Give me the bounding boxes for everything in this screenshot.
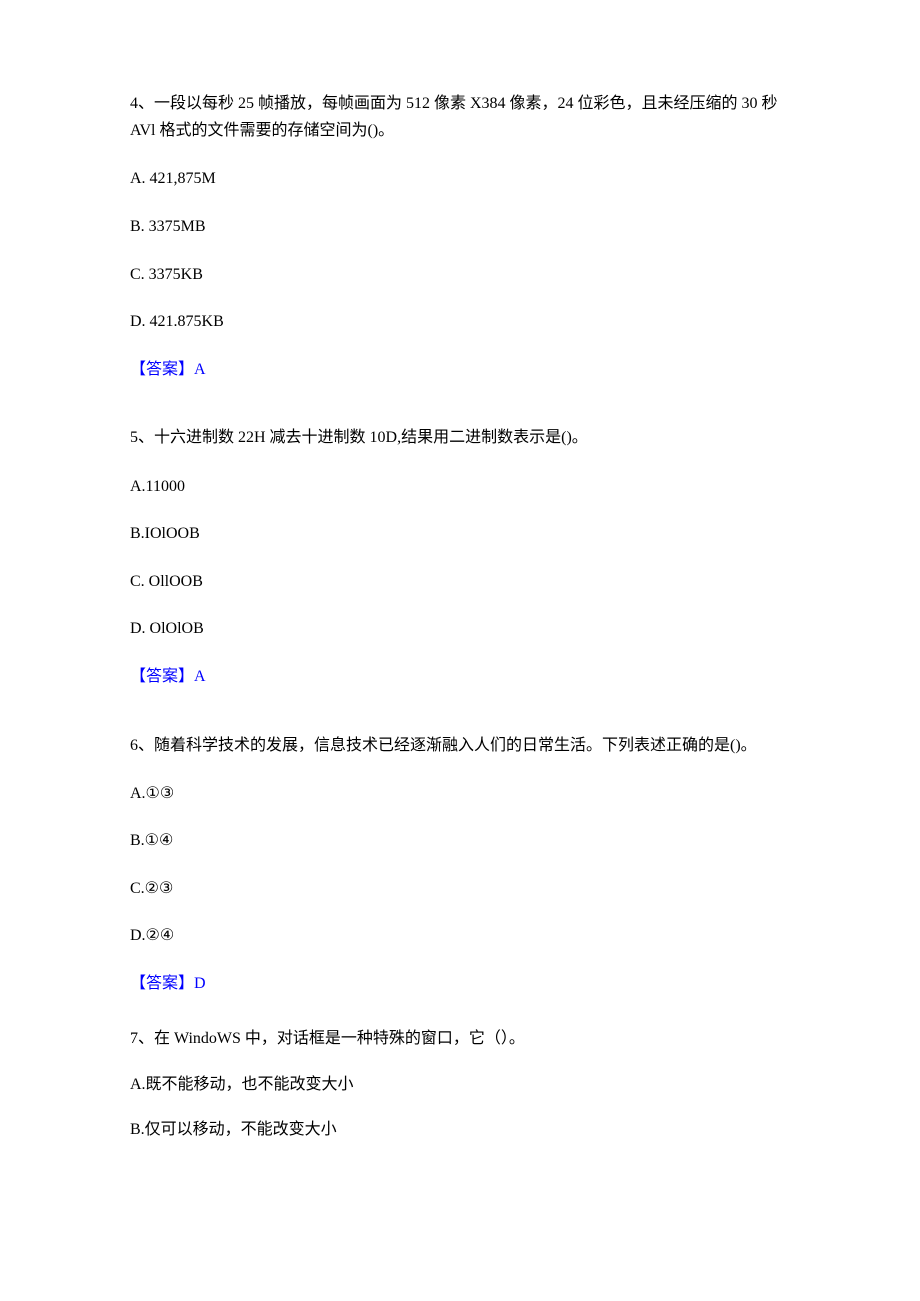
question-5-option-a: A.11000 [130,474,790,500]
question-5-answer: 【答案】A [130,664,790,690]
question-4-option-b: B. 3375MB [130,214,790,240]
question-6-answer: 【答案】D [130,971,790,997]
question-4-option-a: A. 421,875M [130,166,790,192]
question-5-option-b: B.IOlOOB [130,521,790,547]
question-6-text: 6、随着科学技术的发展，信息技术已经逐渐融入人们的日常生活。下列表述正确的是()… [130,732,790,759]
question-5-option-d: D. OlOlOB [130,616,790,642]
question-6-option-d: D.②④ [130,923,790,949]
question-6-option-c: C.②③ [130,876,790,902]
question-4-option-d: D. 421.875KB [130,309,790,335]
question-7-text: 7、在 WindoWS 中，对话框是一种特殊的窗口，它（）。 [130,1025,790,1052]
question-7-option-b: B.仅可以移动，不能改变大小 [130,1117,790,1143]
question-5: 5、十六进制数 22H 减去十进制数 10D,结果用二进制数表示是()。 A.1… [130,424,790,689]
question-7-option-a: A.既不能移动，也不能改变大小 [130,1072,790,1098]
question-4-option-c: C. 3375KB [130,262,790,288]
question-6-option-b: B.①④ [130,828,790,854]
question-4: 4、一段以每秒 25 帧播放，每帧画面为 512 像素 X384 像素，24 位… [130,90,790,382]
question-5-option-c: C. OllOOB [130,569,790,595]
question-6: 6、随着科学技术的发展，信息技术已经逐渐融入人们的日常生活。下列表述正确的是()… [130,732,790,997]
question-4-text: 4、一段以每秒 25 帧播放，每帧画面为 512 像素 X384 像素，24 位… [130,90,790,144]
question-4-answer: 【答案】A [130,357,790,383]
question-6-option-a: A.①③ [130,781,790,807]
question-7: 7、在 WindoWS 中，对话框是一种特殊的窗口，它（）。 A.既不能移动，也… [130,1025,790,1143]
question-5-text: 5、十六进制数 22H 减去十进制数 10D,结果用二进制数表示是()。 [130,424,790,451]
